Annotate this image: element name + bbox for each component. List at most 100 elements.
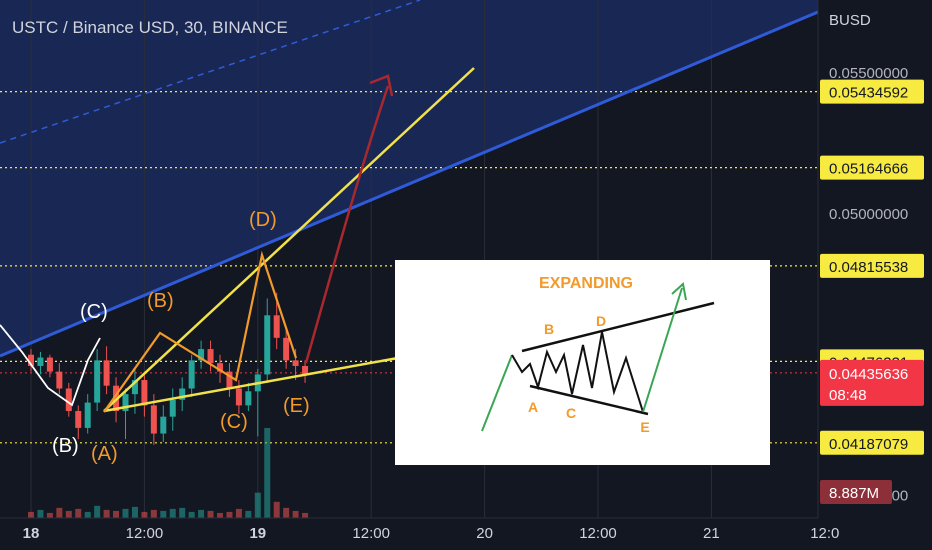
label-orange-d: (D) bbox=[249, 209, 277, 231]
channel-dashed-line bbox=[0, 0, 421, 144]
x-tick-label-5: 12:00 bbox=[579, 525, 617, 542]
inset-title: EXPANDING bbox=[539, 275, 633, 292]
candle-body bbox=[65, 388, 72, 412]
inset-label-b: B bbox=[544, 321, 554, 337]
candle-body bbox=[273, 315, 280, 338]
inset-wave bbox=[511, 331, 644, 413]
candle-body bbox=[235, 388, 242, 406]
inset-breakout-arrow bbox=[671, 282, 687, 301]
volume-bar bbox=[198, 509, 205, 518]
label-white-c: (C) bbox=[80, 301, 108, 323]
white-wave-path bbox=[0, 324, 101, 407]
level-tag-label-2: 0.04815538 bbox=[829, 259, 908, 276]
y-tick-label-0: 0.05500000 bbox=[829, 65, 908, 82]
candle-body bbox=[141, 380, 148, 406]
volume-bar bbox=[65, 510, 72, 518]
time-axis-bg bbox=[0, 518, 818, 550]
volume-bar bbox=[141, 511, 148, 518]
volume-bar bbox=[273, 501, 280, 518]
inset-entry-line bbox=[481, 354, 513, 432]
x-tick-label-6: 21 bbox=[703, 525, 720, 542]
volume-bar bbox=[122, 508, 129, 518]
candle-body bbox=[169, 399, 176, 417]
inset-label-d: D bbox=[596, 313, 606, 329]
candle-body bbox=[56, 371, 63, 389]
inset-breakout-line bbox=[642, 287, 683, 413]
volume-bar bbox=[113, 510, 120, 518]
level-tag-label-4: 0.04187079 bbox=[829, 436, 908, 453]
volume-bar bbox=[84, 511, 91, 518]
level-tag-label-0: 0.05434592 bbox=[829, 85, 908, 102]
channel-fill bbox=[0, 0, 818, 356]
candle-body bbox=[122, 394, 129, 412]
candle-body bbox=[94, 360, 101, 403]
candle-body bbox=[75, 411, 82, 428]
volume-bar bbox=[150, 509, 157, 518]
red-arrow-head bbox=[369, 74, 394, 97]
level-tag-0 bbox=[820, 79, 924, 104]
countdown-label: 08:48 bbox=[829, 387, 867, 404]
volume-bar bbox=[131, 506, 138, 518]
volume-bar bbox=[179, 507, 186, 518]
candle-body bbox=[103, 360, 110, 386]
inset-lower-line bbox=[529, 384, 649, 416]
level-tag-1 bbox=[820, 155, 924, 180]
candle-body bbox=[207, 349, 214, 364]
candle-body bbox=[179, 388, 186, 400]
volume-bar bbox=[160, 510, 167, 518]
volume-bar bbox=[28, 511, 34, 518]
channel-upper-line bbox=[0, 10, 819, 358]
volume-bar bbox=[56, 507, 63, 518]
candle-body bbox=[283, 337, 290, 361]
inset-label-c: C bbox=[566, 405, 576, 421]
label-white-b: (B) bbox=[52, 435, 79, 457]
candle-body bbox=[217, 363, 223, 372]
candle-body bbox=[264, 315, 271, 375]
label-orange-c: (C) bbox=[220, 411, 248, 433]
label-orange-e: (E) bbox=[283, 395, 310, 417]
volume-bar bbox=[46, 512, 53, 518]
label-orange-b: (B) bbox=[147, 290, 174, 312]
volume-bar bbox=[292, 510, 299, 518]
level-tag-label-1: 0.05164666 bbox=[829, 161, 908, 178]
x-tick-label-7: 12:0 bbox=[810, 525, 839, 542]
candle-body bbox=[131, 380, 138, 395]
x-tick-label-2: 19 bbox=[249, 525, 266, 542]
volume-bar bbox=[302, 512, 309, 518]
currency-label: BUSD bbox=[829, 12, 871, 29]
volume-bar bbox=[37, 509, 44, 518]
volume-bar bbox=[169, 508, 176, 518]
candle-body bbox=[226, 371, 233, 389]
volume-bar bbox=[188, 511, 195, 518]
volume-bar bbox=[207, 510, 214, 518]
inset-label-e: E bbox=[640, 419, 649, 435]
candle-body bbox=[150, 405, 157, 434]
candle-body bbox=[245, 391, 252, 406]
volume-bar bbox=[217, 512, 223, 518]
candle-body bbox=[84, 402, 91, 428]
yellow-upper-line bbox=[103, 67, 475, 412]
volume-bar bbox=[235, 508, 242, 518]
level-tag-4 bbox=[820, 430, 924, 455]
inset-label-a: A bbox=[528, 399, 538, 415]
volume-bar bbox=[283, 507, 290, 518]
volume-bar bbox=[254, 492, 261, 518]
candle-body bbox=[302, 365, 309, 375]
x-tick-label-4: 20 bbox=[476, 525, 493, 542]
x-tick-label-1: 12:00 bbox=[126, 525, 164, 542]
x-tick-label-3: 12:00 bbox=[352, 525, 390, 542]
candle-body bbox=[292, 360, 299, 366]
inset-panel bbox=[395, 260, 770, 465]
last-price-label: 0.04435636 bbox=[829, 366, 908, 383]
label-orange-a: (A) bbox=[91, 443, 118, 465]
volume-bar bbox=[264, 428, 271, 518]
orange-wave-path bbox=[103, 250, 298, 413]
volume-bar bbox=[226, 511, 233, 518]
candle-body bbox=[28, 354, 34, 366]
candle-body bbox=[188, 360, 195, 389]
level-tag-2 bbox=[820, 253, 924, 278]
candle-body bbox=[198, 349, 205, 361]
volume-tag bbox=[820, 480, 892, 504]
y-tick-label-1: 0.05000000 bbox=[829, 206, 908, 223]
